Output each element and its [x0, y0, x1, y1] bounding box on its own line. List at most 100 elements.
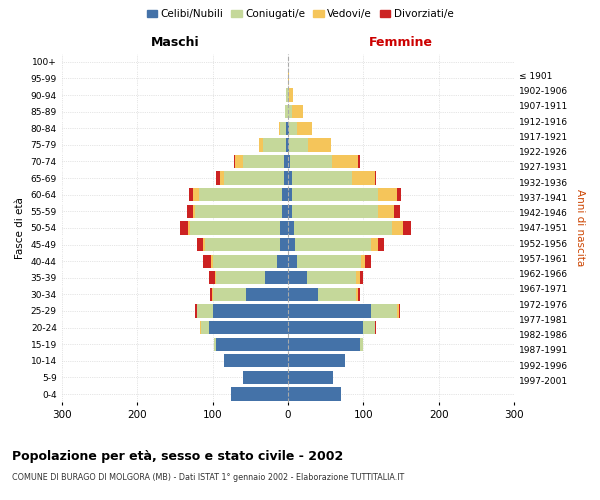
Bar	[203, 238, 205, 251]
Bar	[285, 105, 288, 118]
Text: COMUNE DI BURAGO DI MOLGORA (MB) - Dati ISTAT 1° gennaio 2002 - Elaborazione TUT: COMUNE DI BURAGO DI MOLGORA (MB) - Dati …	[12, 472, 404, 482]
Bar	[359, 271, 364, 284]
Bar	[403, 222, 411, 234]
Bar	[288, 304, 371, 318]
Bar	[214, 338, 216, 351]
Bar	[212, 254, 277, 268]
Bar	[195, 204, 282, 218]
Bar	[397, 188, 401, 202]
Bar	[209, 271, 215, 284]
Bar	[352, 172, 374, 184]
Bar	[292, 204, 379, 218]
Bar	[197, 304, 212, 318]
Text: Maschi: Maschi	[151, 36, 199, 49]
Bar	[288, 204, 292, 218]
Bar	[374, 172, 376, 184]
Bar	[288, 238, 295, 251]
Bar	[288, 72, 289, 85]
Bar	[288, 271, 307, 284]
Bar	[280, 122, 286, 135]
Bar	[224, 354, 288, 368]
Bar	[379, 204, 394, 218]
Bar	[288, 354, 344, 368]
Bar	[371, 238, 379, 251]
Bar	[195, 304, 197, 318]
Y-axis label: Fasce di età: Fasce di età	[15, 197, 25, 259]
Bar	[216, 338, 288, 351]
Bar	[205, 238, 280, 251]
Bar	[356, 288, 358, 301]
Bar	[277, 254, 288, 268]
Bar	[288, 172, 292, 184]
Bar	[210, 288, 212, 301]
Bar	[288, 155, 290, 168]
Bar	[356, 271, 359, 284]
Bar	[288, 321, 364, 334]
Bar	[232, 388, 288, 400]
Bar	[282, 204, 288, 218]
Bar	[220, 172, 224, 184]
Bar	[289, 122, 297, 135]
Bar	[233, 155, 235, 168]
Bar	[288, 138, 289, 151]
Bar	[297, 254, 361, 268]
Bar	[288, 222, 294, 234]
Bar	[189, 188, 193, 202]
Bar	[242, 155, 284, 168]
Bar	[294, 222, 392, 234]
Bar	[308, 138, 331, 151]
Bar	[280, 222, 288, 234]
Bar	[292, 188, 379, 202]
Bar	[265, 271, 288, 284]
Bar	[216, 172, 220, 184]
Bar	[318, 288, 356, 301]
Bar	[286, 138, 288, 151]
Bar	[288, 88, 289, 102]
Legend: Celibi/Nubili, Coniugati/e, Vedovi/e, Divorziati/e: Celibi/Nubili, Coniugati/e, Vedovi/e, Di…	[143, 5, 457, 24]
Bar	[364, 321, 374, 334]
Bar	[292, 105, 303, 118]
Bar	[203, 254, 211, 268]
Bar	[280, 238, 288, 251]
Bar	[359, 338, 364, 351]
Text: Popolazione per età, sesso e stato civile - 2002: Popolazione per età, sesso e stato civil…	[12, 450, 343, 463]
Bar	[379, 188, 397, 202]
Bar	[332, 155, 358, 168]
Bar	[284, 172, 288, 184]
Bar	[379, 238, 385, 251]
Bar	[288, 254, 297, 268]
Bar	[224, 172, 284, 184]
Bar	[187, 204, 193, 218]
Bar	[286, 88, 288, 102]
Bar	[365, 254, 371, 268]
Bar	[190, 222, 280, 234]
Bar	[392, 222, 403, 234]
Bar	[288, 122, 289, 135]
Bar	[193, 188, 199, 202]
Bar	[288, 388, 341, 400]
Bar	[284, 155, 288, 168]
Bar	[193, 204, 195, 218]
Bar	[242, 371, 288, 384]
Bar	[215, 271, 216, 284]
Bar	[259, 138, 263, 151]
Bar	[235, 155, 242, 168]
Bar	[292, 172, 352, 184]
Bar	[288, 105, 292, 118]
Text: Femmine: Femmine	[369, 36, 433, 49]
Y-axis label: Anni di nascita: Anni di nascita	[575, 190, 585, 266]
Bar	[307, 271, 356, 284]
Bar	[374, 321, 376, 334]
Bar	[282, 188, 288, 202]
Bar	[297, 122, 312, 135]
Bar	[399, 304, 400, 318]
Bar	[288, 371, 333, 384]
Bar	[216, 271, 265, 284]
Bar	[295, 238, 371, 251]
Bar	[358, 288, 359, 301]
Bar	[188, 222, 190, 234]
Bar	[279, 122, 280, 135]
Bar	[289, 138, 308, 151]
Bar	[199, 188, 282, 202]
Bar	[288, 188, 292, 202]
